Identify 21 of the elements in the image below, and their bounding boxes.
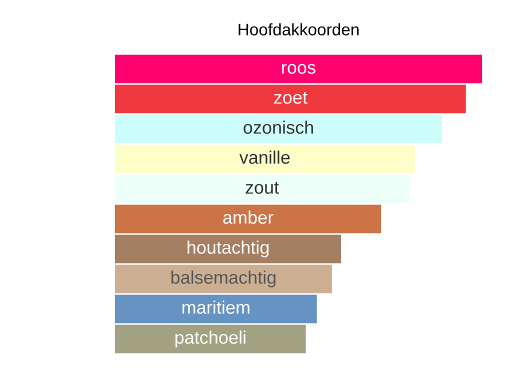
y-tick-label: vanille — [239, 150, 290, 164]
bar — [115, 144, 415, 174]
y-tick-label: patchoeli — [175, 330, 246, 348]
y-tick-label: houtachtig — [188, 240, 269, 258]
bar — [115, 264, 332, 294]
y-tick-label: roos — [282, 64, 316, 74]
y-tick-label: balsemachtig — [171, 270, 276, 288]
bar — [115, 84, 466, 114]
bar — [115, 234, 342, 264]
y-tick-label: amber — [223, 210, 274, 224]
bar — [115, 324, 306, 354]
bar — [115, 114, 442, 144]
y-tick-label: zoet — [274, 92, 308, 104]
y-tick-label: ozonisch — [244, 120, 313, 134]
bar — [115, 174, 409, 204]
bar — [115, 204, 382, 234]
y-tick-label: zout — [246, 182, 279, 194]
chart-title: Hoofdakkoorden — [238, 23, 359, 36]
bar — [115, 54, 482, 84]
y-tick-label: maritiem — [182, 300, 250, 314]
bar — [115, 294, 317, 324]
